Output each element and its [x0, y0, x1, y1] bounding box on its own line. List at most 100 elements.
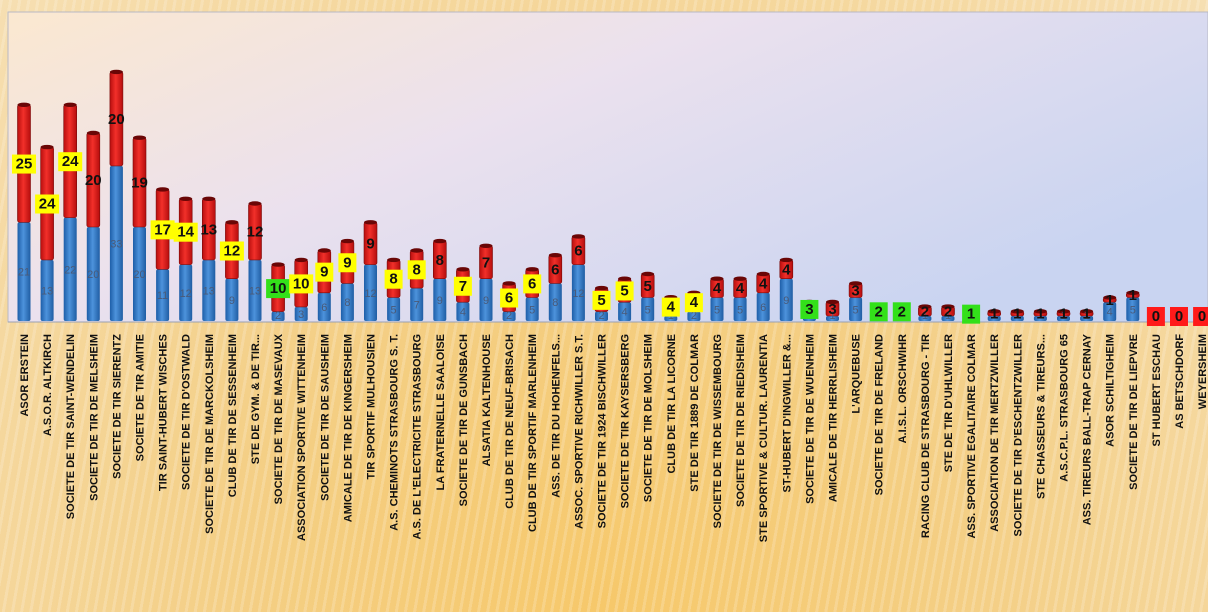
bar-top-cap: [340, 238, 354, 244]
bar-top-cap: [364, 220, 377, 225]
bar-bottom-segment: [502, 311, 516, 321]
bar-bottom-segment: [456, 302, 470, 321]
category-label: SOCIETE DE TIR SIERENTZ: [111, 334, 123, 479]
total-value-label: 4: [667, 299, 676, 316]
category-label: ASS. TIREURS BALL-TRAP CERNAY: [1082, 333, 1094, 525]
total-label-box: [384, 269, 403, 289]
total-value-label: 2: [875, 303, 883, 320]
total-value-label: 4: [759, 275, 768, 292]
category-label: ASSOCIATION DE TIR MERTZWILLER: [989, 334, 1001, 532]
bar-top-cap: [548, 253, 562, 258]
total-value-label: 3: [851, 282, 859, 299]
bar-bottom-segment: [687, 311, 701, 321]
category-label: SOCIETE DE TIR DE WISSEMBOURG: [712, 334, 724, 528]
bar-bottom-segment: [202, 259, 216, 321]
bar-top-cap: [133, 135, 146, 140]
category-label: CLUB DE TIR LA LICORNE: [666, 334, 678, 474]
inner-value-label: 5: [714, 304, 720, 316]
category-label: STE CHASSEURS & TIREURS...: [1035, 334, 1047, 499]
total-label-box: [58, 152, 83, 172]
bar-bottom-segment: [63, 217, 77, 321]
bar-bottom-segment: [525, 297, 539, 321]
bar-bottom-segment: [1057, 316, 1070, 321]
total-value-label: 1: [1129, 287, 1137, 304]
inner-value-label: 2: [598, 310, 604, 322]
category-label: SOCIETE DE TIR SAINT-WENDELIN: [65, 334, 77, 519]
total-label-box: [962, 304, 981, 324]
bar-bottom-segment: [779, 278, 793, 321]
total-value-label: 8: [413, 261, 421, 278]
total-label-box: [315, 262, 334, 282]
total-value-label: 7: [482, 254, 490, 271]
total-value-label: 7: [459, 278, 467, 295]
bar-top-cap: [1010, 309, 1024, 314]
inner-value-label: 1: [945, 310, 951, 322]
total-value-label: 6: [574, 243, 582, 260]
category-label: CLUB DE TIR DE SESSENHEIM: [227, 334, 239, 497]
category-label: WEYERSHEIM: [1197, 334, 1208, 409]
bar-top-cap: [40, 144, 54, 150]
category-label: STE DE TIR 1889 DE COLMAR: [689, 334, 701, 492]
total-label-box: [407, 260, 426, 280]
bar-top-cap: [271, 262, 285, 267]
bar-top-cap: [710, 276, 724, 281]
bar-top-cap: [1057, 309, 1070, 314]
bar-top-cap: [941, 304, 955, 309]
bar-top-cap: [1103, 295, 1117, 300]
total-value-label: 25: [16, 156, 33, 173]
category-label: SOCIETE DE TIR DE MARCKOLSHEIM: [204, 334, 216, 534]
category-label: ASOR ERSTEIN: [19, 334, 31, 417]
total-value-label: 4: [713, 280, 722, 297]
total-label-box: [266, 279, 291, 299]
inner-value-label: 8: [552, 297, 558, 309]
bar-top-cap: [225, 220, 239, 225]
bar-top-cap: [502, 281, 516, 286]
bar-top-cap: [595, 285, 608, 291]
bar-bottom-segment: [941, 316, 955, 321]
total-value-label: 19: [131, 174, 148, 191]
category-label: ALSATIA KALTENHOUSE: [481, 334, 493, 466]
bar-bottom-segment: [710, 297, 724, 321]
inner-value-label: 5: [645, 304, 651, 316]
category-label: STE DE GYM. & DE TIR...: [250, 334, 262, 464]
inner-value-label: 20: [133, 269, 145, 281]
total-value-label: 1: [1059, 306, 1067, 323]
total-label-box: [661, 297, 680, 317]
total-value-label: 14: [177, 224, 194, 241]
inner-value-label: 4: [460, 307, 466, 319]
category-label: A.S.C.P.L. STRASBOURG 65: [1059, 334, 1071, 482]
total-value-label: 12: [224, 243, 241, 260]
bar-bottom-segment: [826, 316, 839, 321]
bar-bottom-segment: [179, 264, 193, 321]
total-value-label: 9: [343, 254, 351, 271]
bar-bottom-segment: [17, 222, 31, 321]
inner-value-label: 9: [437, 295, 443, 307]
category-label: STE DE TIR D'UHLWILLER: [943, 334, 955, 472]
bar-bottom-segment: [225, 278, 239, 321]
category-label: A.I.S.L. ORSCHWIHR: [897, 334, 909, 443]
bar-bottom-segment: [849, 297, 863, 321]
total-value-label: 1: [1013, 306, 1021, 323]
total-value-label: 5: [644, 278, 652, 295]
inner-value-label: 3: [298, 309, 304, 321]
inner-value-label: 21: [18, 267, 30, 279]
category-label: CLUB DE TIR SPORTIF MARLENHEIM: [527, 334, 539, 532]
bar-bottom-segment: [433, 278, 447, 321]
inner-value-label: 5: [737, 304, 743, 316]
total-value-label: 6: [551, 261, 559, 278]
category-label: ST HUBERT ESCHAU: [1151, 334, 1163, 447]
total-value-label: 9: [366, 235, 374, 252]
total-label-box: [453, 276, 472, 296]
inner-value-label: 6: [760, 302, 766, 314]
total-value-label: 2: [898, 303, 906, 320]
category-label: ST-HUBERT D'INGWILLER &...: [781, 334, 793, 492]
bar-top-cap: [456, 267, 470, 272]
total-value-label: 0: [1198, 308, 1206, 325]
bar-bottom-segment: [271, 311, 285, 321]
bar-bottom-segment: [1033, 316, 1047, 321]
category-label: SOCIETE DE TIR DE MOLSHEIM: [643, 334, 655, 502]
total-value-label: 12: [247, 224, 264, 241]
total-value-label: 1: [1082, 306, 1090, 323]
